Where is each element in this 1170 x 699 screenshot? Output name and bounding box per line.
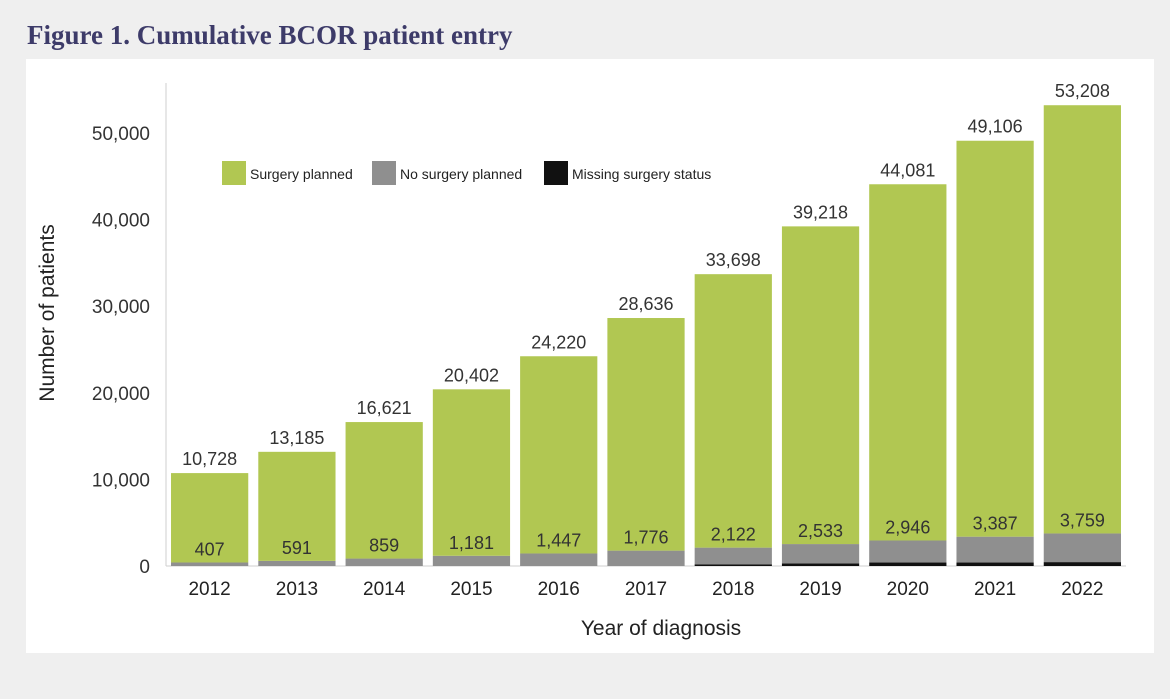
x-axis: 2012 2013 2014 2015 2016 2017 2018 2019 2020 2021… xyxy=(188,579,1103,600)
bar-no-surgery-planned xyxy=(258,560,336,566)
bar-no-surgery-label: 1,181 xyxy=(449,533,494,553)
y-tick-label: 0 xyxy=(139,557,150,578)
bar-surgery-planned xyxy=(258,451,336,561)
bar-total-label: 16,621 xyxy=(357,398,412,418)
bar-surgery-planned xyxy=(520,356,598,554)
bar-surgery-planned xyxy=(1043,105,1121,534)
y-tick-label: 40,000 xyxy=(92,211,150,232)
x-tick-label: 2022 xyxy=(1061,579,1103,600)
bar-no-surgery-label: 407 xyxy=(195,539,225,559)
bar-no-surgery-planned xyxy=(432,555,511,566)
bar-total-label: 10,728 xyxy=(182,449,237,469)
bar-no-surgery-planned xyxy=(781,544,860,564)
bar-no-surgery-planned xyxy=(869,540,947,563)
legend-missing-surgery-status: Missing surgery status xyxy=(544,161,711,185)
bar-surgery-planned xyxy=(345,422,423,559)
legend-swatch xyxy=(222,161,246,185)
bar-missing-surgery-status xyxy=(956,562,1034,566)
x-tick-label: 2014 xyxy=(363,579,406,600)
x-axis-title: Year of diagnosis xyxy=(581,617,741,640)
bar-missing-surgery-status xyxy=(869,562,947,566)
figure-title: Figure 1. Cumulative BCOR patient entry xyxy=(27,20,513,50)
legend-surgery-planned: Surgery planned xyxy=(222,161,353,185)
bar-no-surgery-planned xyxy=(956,536,1034,563)
bar-surgery-planned xyxy=(171,473,249,563)
bar-no-surgery-planned xyxy=(520,553,598,566)
chart-panel: 0 10,000 20,000 30,000 40,000 50,000 10,728 40… xyxy=(26,59,1154,653)
bar-total-label: 28,636 xyxy=(618,294,673,314)
x-tick-label: 2021 xyxy=(974,579,1016,600)
legend-label: Missing surgery status xyxy=(572,166,711,182)
bar-series xyxy=(171,105,1121,566)
bar-surgery-planned xyxy=(781,226,860,545)
bar-no-surgery-label: 3,387 xyxy=(973,514,1018,534)
bar-no-surgery-planned xyxy=(171,562,249,566)
bar-total-label: 13,185 xyxy=(269,428,324,448)
x-tick-label: 2012 xyxy=(188,579,230,600)
bar-surgery-planned xyxy=(607,318,685,551)
bar-no-surgery-planned xyxy=(694,547,772,565)
x-tick-label: 2017 xyxy=(625,579,667,600)
bar-no-surgery-planned xyxy=(345,558,423,566)
bar-surgery-planned xyxy=(694,274,772,548)
y-tick-label: 50,000 xyxy=(92,124,150,145)
x-tick-label: 2016 xyxy=(538,579,580,600)
legend-label: No surgery planned xyxy=(400,166,522,182)
legend: Surgery planned No surgery planned Missing… xyxy=(222,161,711,185)
bar-no-surgery-label: 591 xyxy=(282,538,312,558)
bar-chart: 0 10,000 20,000 30,000 40,000 50,000 10,728 40… xyxy=(36,81,1126,640)
data-labels: 10,728 407 13,185 591 16,621 859 20,402 1,181 24… xyxy=(182,81,1110,559)
bar-total-label: 39,218 xyxy=(793,202,848,222)
bar-total-label: 44,081 xyxy=(880,160,935,180)
legend-swatch xyxy=(544,161,568,185)
bar-missing-surgery-status xyxy=(1043,562,1121,566)
x-tick-label: 2015 xyxy=(450,579,492,600)
bar-no-surgery-label: 859 xyxy=(369,536,399,556)
bar-no-surgery-label: 2,122 xyxy=(711,525,756,545)
x-tick-label: 2013 xyxy=(276,579,318,600)
bar-total-label: 20,402 xyxy=(444,365,499,385)
y-tick-label: 30,000 xyxy=(92,297,150,318)
bar-no-surgery-label: 3,759 xyxy=(1060,510,1105,530)
bar-no-surgery-planned xyxy=(1043,533,1121,563)
y-tick-label: 10,000 xyxy=(92,470,150,491)
bar-surgery-planned xyxy=(956,140,1034,537)
x-tick-label: 2018 xyxy=(712,579,754,600)
bar-no-surgery-label: 1,447 xyxy=(536,530,581,550)
y-axis-title: Number of patients xyxy=(36,224,59,401)
legend-no-surgery-planned: No surgery planned xyxy=(372,161,522,185)
bar-total-label: 53,208 xyxy=(1055,81,1110,101)
legend-label: Surgery planned xyxy=(250,166,353,182)
bar-no-surgery-label: 1,776 xyxy=(623,528,668,548)
bar-surgery-planned xyxy=(869,184,947,541)
y-tick-label: 20,000 xyxy=(92,384,150,405)
legend-swatch xyxy=(372,161,396,185)
bar-missing-surgery-status xyxy=(694,564,772,566)
bar-total-label: 24,220 xyxy=(531,332,586,352)
bar-no-surgery-label: 2,946 xyxy=(885,517,930,537)
bar-no-surgery-label: 2,533 xyxy=(798,521,843,541)
bar-surgery-planned xyxy=(432,389,511,556)
bar-no-surgery-planned xyxy=(607,550,685,566)
x-tick-label: 2020 xyxy=(887,579,929,600)
bar-total-label: 33,698 xyxy=(706,250,761,270)
bar-missing-surgery-status xyxy=(781,563,860,566)
bar-total-label: 49,106 xyxy=(968,117,1023,137)
x-tick-label: 2019 xyxy=(799,579,841,600)
